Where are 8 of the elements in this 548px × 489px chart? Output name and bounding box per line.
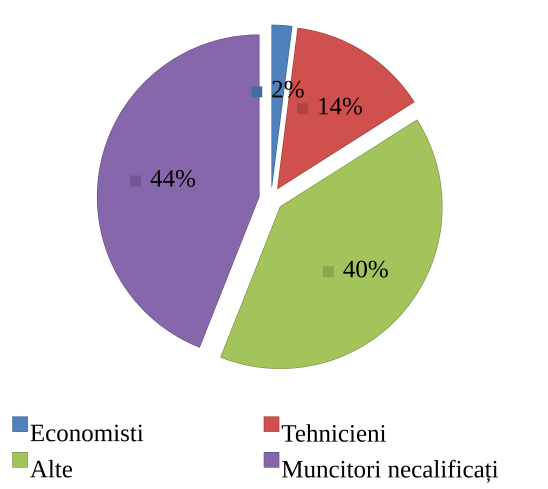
data-label: 40% — [343, 260, 388, 278]
data-label: 44% — [150, 170, 196, 187]
legend-label: Muncitori necalificați — [282, 460, 498, 483]
legend-label: Tehnicieni — [282, 424, 386, 442]
legend-label: Economisti — [30, 424, 144, 442]
data-label: 14% — [319, 98, 362, 115]
legend-label: Alte — [30, 460, 72, 478]
data-label: 2% — [272, 80, 304, 98]
